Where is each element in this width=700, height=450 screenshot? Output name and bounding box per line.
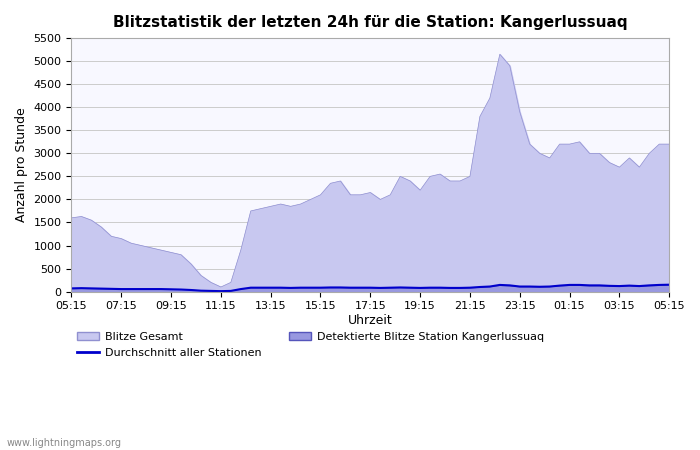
Y-axis label: Anzahl pro Stunde: Anzahl pro Stunde [15,108,28,222]
Title: Blitzstatistik der letzten 24h für die Station: Kangerlussuaq: Blitzstatistik der letzten 24h für die S… [113,15,628,30]
X-axis label: Uhrzeit: Uhrzeit [348,314,393,327]
Text: www.lightningmaps.org: www.lightningmaps.org [7,438,122,448]
Legend: Blitze Gesamt, Durchschnitt aller Stationen, Detektierte Blitze Station Kangerlu: Blitze Gesamt, Durchschnitt aller Statio… [73,328,549,362]
